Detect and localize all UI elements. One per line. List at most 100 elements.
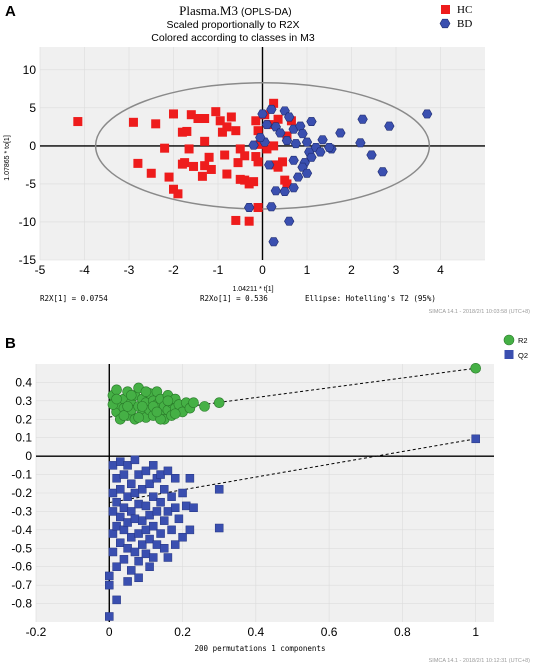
- y-tick-label: -0.4: [11, 523, 32, 537]
- legend-r2-marker: [503, 334, 515, 346]
- x-tick-label: -0.2: [26, 625, 47, 639]
- hc-point: [251, 152, 261, 162]
- bd-point: [422, 109, 433, 119]
- bd-point: [279, 187, 290, 196]
- hc-point: [186, 110, 196, 120]
- hc-point: [217, 127, 227, 137]
- hc-point: [269, 141, 279, 151]
- hc-point: [273, 114, 283, 124]
- hc-point: [206, 164, 216, 174]
- q2-point: [116, 512, 125, 522]
- q2-point: [108, 507, 118, 516]
- hc-point: [128, 117, 138, 127]
- hc-point: [160, 143, 170, 153]
- panel-a-points: [73, 98, 433, 247]
- hc-point: [200, 161, 210, 171]
- q2-point: [138, 485, 147, 494]
- r2-point: [162, 395, 174, 407]
- panel-a-label: A: [5, 3, 16, 20]
- legend-q2-marker: [504, 350, 514, 359]
- q2-point: [134, 499, 143, 509]
- q2-point: [145, 562, 154, 571]
- q2-point: [185, 474, 195, 483]
- q2-point: [167, 525, 176, 535]
- q2-point: [145, 479, 154, 489]
- panel-b: B R2 Q2 -0.2 0 0.2 0.4 0.6 0.8 1-0.8-0.7-0.6-0…: [5, 334, 530, 664]
- q2-point: [159, 485, 169, 494]
- q2-point: [130, 514, 140, 524]
- bd-point: [306, 117, 317, 127]
- panel-b-legend: R2 Q2: [503, 334, 528, 360]
- x-tick-label: 0.6: [321, 625, 338, 639]
- bd-point: [266, 104, 277, 114]
- hc-point: [193, 114, 203, 124]
- bd-point: [324, 142, 335, 152]
- y-tick-label: 0.3: [15, 394, 32, 408]
- x-tick-label: 2: [348, 263, 355, 277]
- panel-b-points: [105, 362, 481, 621]
- y-tick-label: -10: [19, 215, 37, 229]
- r2-point: [151, 406, 163, 418]
- hc-point: [235, 144, 245, 154]
- panel-a-footer-ellipse: Ellipse: Hotelling's T2 (95%): [305, 294, 436, 303]
- x-tick-label: 3: [393, 263, 400, 277]
- q2-point: [159, 544, 169, 553]
- q2-point: [116, 457, 125, 466]
- r2-point: [118, 410, 130, 421]
- hc-point: [251, 116, 261, 126]
- panel-b-tick-labels: -0.2 0 0.2 0.4 0.6 0.8 1 -0.8 -0.7 -0.6 -0.5 -0.4 -0…: [11, 375, 479, 639]
- q2-point: [105, 612, 114, 621]
- q2-point: [170, 474, 180, 483]
- q2-point: [108, 529, 118, 538]
- q2-point: [156, 529, 165, 538]
- hc-point: [253, 126, 263, 136]
- q2-point: [148, 492, 158, 501]
- q2-point: [214, 523, 224, 533]
- bd-point: [317, 135, 328, 145]
- q2-point: [130, 455, 140, 465]
- q2-point: [141, 501, 151, 511]
- q2-point: [145, 510, 154, 520]
- bd-point: [284, 216, 295, 226]
- q2-point: [112, 562, 121, 571]
- q2-point: [123, 577, 132, 586]
- x-tick-label: 0: [259, 263, 266, 277]
- r2-point: [111, 384, 122, 396]
- y-tick-label: -15: [19, 253, 37, 267]
- bd-point: [295, 121, 306, 131]
- hc-point: [282, 131, 292, 141]
- hc-point: [222, 122, 232, 132]
- r2-point: [188, 397, 199, 409]
- q2-point: [127, 566, 136, 575]
- q2-point: [112, 474, 121, 483]
- bd-point: [268, 237, 279, 247]
- hc-point: [146, 168, 156, 178]
- bd-point: [335, 128, 346, 138]
- q2-point: [156, 470, 165, 479]
- x-tick-label: 1: [472, 625, 479, 639]
- x-tick-label: 0: [106, 625, 113, 639]
- x-tick-label: 4: [437, 263, 444, 277]
- legend-bd-marker: [439, 18, 451, 29]
- q2-point: [178, 532, 187, 542]
- hc-point: [169, 184, 178, 194]
- q2-point: [108, 488, 118, 498]
- panel-a-footer-r2xo: R2Xo[1] = 0.536: [200, 294, 268, 303]
- hc-point: [273, 162, 283, 172]
- q2-point: [163, 466, 173, 476]
- q2-point: [148, 553, 158, 562]
- q2-point: [130, 488, 140, 498]
- hc-point: [240, 151, 250, 161]
- bd-point: [290, 139, 302, 149]
- bd-point: [270, 186, 281, 196]
- q2-point: [148, 521, 158, 531]
- hc-point: [231, 215, 241, 225]
- y-tick-label: -0.5: [11, 541, 32, 555]
- r2-point: [133, 412, 144, 423]
- y-tick-label: -0.3: [11, 504, 32, 518]
- r2-point: [136, 401, 148, 412]
- q2-point: [178, 488, 187, 498]
- y-tick-label: 0.1: [15, 431, 32, 445]
